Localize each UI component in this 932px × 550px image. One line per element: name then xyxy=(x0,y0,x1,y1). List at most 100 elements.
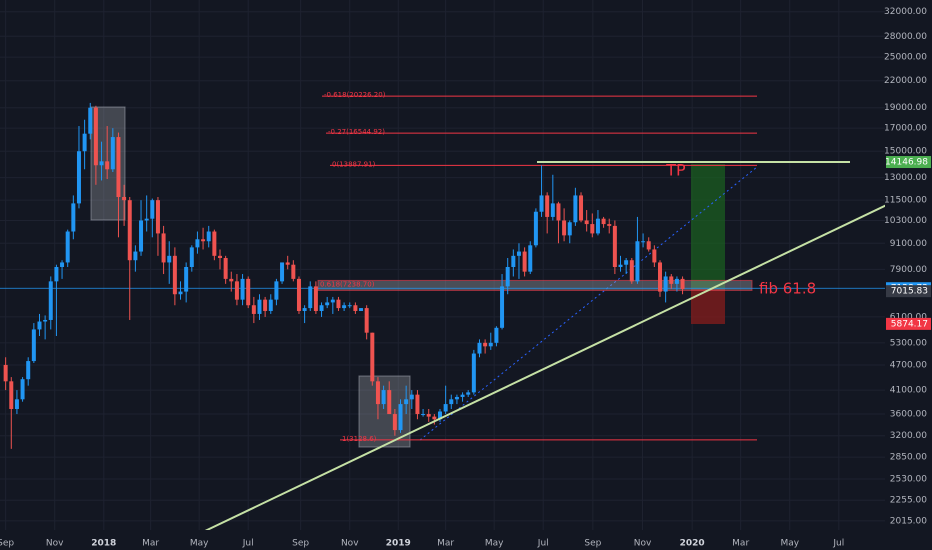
candle-body xyxy=(364,308,369,333)
y-tick-label: 17000.00 xyxy=(884,124,927,134)
candle-body xyxy=(285,262,290,265)
long-stop-zone xyxy=(691,289,725,324)
candle-body xyxy=(601,218,606,225)
candle-body xyxy=(161,233,166,263)
candle-body xyxy=(240,278,245,300)
candle-body xyxy=(189,247,194,267)
candle-body xyxy=(133,251,138,261)
candle-body xyxy=(37,321,42,330)
candle-body xyxy=(43,319,48,322)
y-tick-label: 5300.00 xyxy=(890,338,927,348)
candle-body xyxy=(280,262,285,282)
candle-body xyxy=(466,392,471,395)
candle-body xyxy=(251,305,256,314)
y-tick-label: 11500.00 xyxy=(884,196,927,206)
candle-body xyxy=(184,266,189,292)
candle-body xyxy=(206,231,211,242)
y-tick-label: 15000.00 xyxy=(884,147,927,157)
candle-body xyxy=(82,133,87,152)
candle-body xyxy=(629,260,634,282)
time-axis xyxy=(0,530,885,550)
candle-body xyxy=(139,220,144,252)
y-tick-label: 9100.00 xyxy=(890,239,927,249)
candle-body xyxy=(122,196,127,201)
candle-body xyxy=(353,305,358,311)
candle-body xyxy=(375,381,380,405)
candle-body xyxy=(325,302,330,306)
candle-body xyxy=(116,137,121,197)
candle-body xyxy=(449,399,454,405)
candle-body xyxy=(71,203,76,232)
candle-body xyxy=(172,255,177,295)
candle-body xyxy=(579,195,584,221)
price-tag xyxy=(886,317,931,330)
candle-body xyxy=(308,286,313,309)
long-target-zone xyxy=(691,164,725,289)
candle-body xyxy=(550,203,555,217)
candle-body xyxy=(426,414,431,417)
candle-body xyxy=(539,195,544,212)
candle-body xyxy=(93,107,98,166)
candle-body xyxy=(483,342,488,347)
candle-body xyxy=(218,255,222,259)
y-tick-label: 25000.00 xyxy=(884,53,927,63)
candle-body xyxy=(359,308,364,311)
y-tick-label: 4700.00 xyxy=(890,360,927,370)
tp-label: TP xyxy=(665,161,686,180)
candle-body xyxy=(494,327,499,343)
fib-trend-line xyxy=(419,166,758,441)
candle-body xyxy=(144,218,149,221)
y-tick-label: 2015.00 xyxy=(890,516,927,526)
candle-body xyxy=(635,241,640,282)
candle-body xyxy=(347,305,352,307)
candle-body xyxy=(612,225,617,267)
candles xyxy=(3,102,685,449)
candle-body xyxy=(618,264,623,267)
candle-body xyxy=(31,329,36,362)
price-tag-label: 5874.17 xyxy=(891,319,928,329)
x-tick-label: Jul xyxy=(832,539,844,549)
x-tick-label: 2019 xyxy=(386,539,411,549)
y-tick-label: 22000.00 xyxy=(884,76,927,86)
candle-body xyxy=(48,281,53,320)
x-tick-label: Jul xyxy=(537,539,549,549)
y-tick-label: 3200.00 xyxy=(890,431,927,441)
candle-body xyxy=(201,239,206,242)
candle-body xyxy=(387,390,392,415)
candle-body xyxy=(9,381,14,410)
x-tick-label: Nov xyxy=(46,539,64,549)
fib-level-label: -0.618(20226.20) xyxy=(324,91,386,99)
candle-body xyxy=(212,231,217,256)
fib-level-label: 1(3128.6) xyxy=(342,435,377,443)
candle-body xyxy=(392,414,397,431)
candle-body xyxy=(178,291,183,295)
x-tick-label: Mar xyxy=(437,539,454,549)
candle-body xyxy=(488,342,493,347)
y-tick-label: 2850.00 xyxy=(890,453,927,463)
candle-body xyxy=(607,224,612,226)
candle-body xyxy=(409,394,414,400)
fib-level-label: 0(13887.91) xyxy=(332,160,376,168)
candle-body xyxy=(381,390,386,405)
candle-body xyxy=(291,264,296,279)
y-tick-label: 32000.00 xyxy=(884,7,927,17)
candle-body xyxy=(432,416,437,420)
candle-body xyxy=(105,161,110,170)
candle-body xyxy=(562,220,567,236)
candle-body xyxy=(595,218,600,234)
x-tick-label: Mar xyxy=(142,539,159,549)
candle-body xyxy=(60,262,65,267)
candle-body xyxy=(674,278,679,284)
candle-body xyxy=(522,251,527,272)
trend-line xyxy=(204,199,898,532)
candle-body xyxy=(319,305,324,311)
candle-body xyxy=(398,404,403,431)
y-tick-label: 28000.00 xyxy=(884,32,927,42)
price-tag xyxy=(886,156,931,169)
candle-body xyxy=(658,262,662,292)
candle-body xyxy=(415,394,420,415)
candle-body xyxy=(573,195,578,223)
x-tick-label: May xyxy=(190,539,209,549)
